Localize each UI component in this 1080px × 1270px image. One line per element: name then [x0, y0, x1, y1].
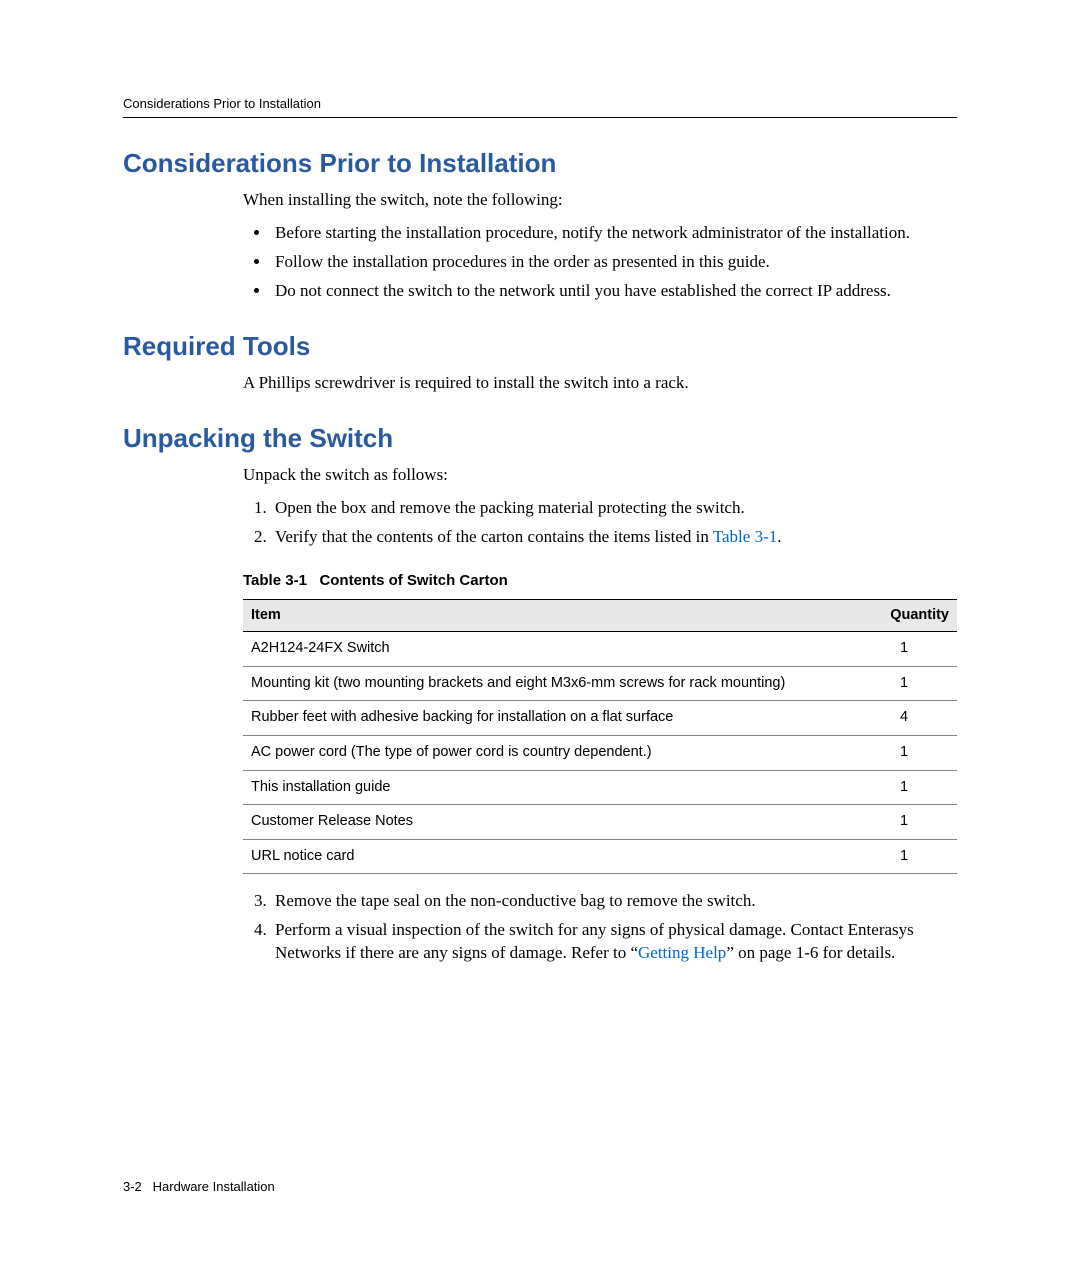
table-caption-label: Table 3-1: [243, 572, 307, 589]
bullet-item: Do not connect the switch to the network…: [271, 280, 957, 303]
heading-considerations: Considerations Prior to Installation: [123, 148, 957, 179]
cell-qty: 1: [851, 839, 957, 874]
footer-page-number: 3-2: [123, 1179, 142, 1194]
heading-required-tools: Required Tools: [123, 331, 957, 362]
cell-qty: 1: [851, 770, 957, 805]
col-quantity: Quantity: [851, 599, 957, 632]
bullet-item: Follow the installation procedures in th…: [271, 251, 957, 274]
cell-qty: 1: [851, 632, 957, 667]
page: Considerations Prior to Installation Con…: [0, 0, 1080, 1270]
cell-item: Mounting kit (two mounting brackets and …: [243, 666, 851, 701]
unpacking-steps-1-2: Open the box and remove the packing mate…: [243, 497, 957, 549]
table-row: Mounting kit (two mounting brackets and …: [243, 666, 957, 701]
considerations-intro: When installing the switch, note the fol…: [243, 189, 957, 212]
considerations-bullets: Before starting the installation procedu…: [243, 222, 957, 303]
col-item: Item: [243, 599, 851, 632]
heading-unpacking: Unpacking the Switch: [123, 423, 957, 454]
step-item: Perform a visual inspection of the switc…: [271, 919, 957, 965]
cell-qty: 1: [851, 666, 957, 701]
step2-pre: Verify that the contents of the carton c…: [275, 527, 713, 546]
unpacking-body: Unpack the switch as follows: Open the b…: [243, 464, 957, 965]
table-row: A2H124-24FX Switch 1: [243, 632, 957, 667]
table-row: AC power cord (The type of power cord is…: [243, 736, 957, 771]
cell-item: URL notice card: [243, 839, 851, 874]
unpacking-intro: Unpack the switch as follows:: [243, 464, 957, 487]
getting-help-link[interactable]: Getting Help: [638, 943, 726, 962]
step4-post: ” on page 1-6 for details.: [726, 943, 895, 962]
cell-item: Rubber feet with adhesive backing for in…: [243, 701, 851, 736]
step-item: Remove the tape seal on the non-conducti…: [271, 890, 957, 913]
table-row: This installation guide 1: [243, 770, 957, 805]
step-item: Open the box and remove the packing mate…: [271, 497, 957, 520]
considerations-body: When installing the switch, note the fol…: [243, 189, 957, 303]
footer-chapter: Hardware Installation: [153, 1179, 275, 1194]
bullet-item: Before starting the installation procedu…: [271, 222, 957, 245]
section-unpacking: Unpacking the Switch Unpack the switch a…: [123, 423, 957, 965]
required-tools-text: A Phillips screwdriver is required to in…: [243, 372, 957, 395]
table-caption: Table 3-1 Contents of Switch Carton: [243, 571, 957, 591]
contents-table: Item Quantity A2H124-24FX Switch 1 Mount…: [243, 599, 957, 875]
step-item: Verify that the contents of the carton c…: [271, 526, 957, 549]
cell-qty: 4: [851, 701, 957, 736]
table-row: URL notice card 1: [243, 839, 957, 874]
table-row: Customer Release Notes 1: [243, 805, 957, 840]
table-row: Rubber feet with adhesive backing for in…: [243, 701, 957, 736]
cell-qty: 1: [851, 736, 957, 771]
section-required-tools: Required Tools A Phillips screwdriver is…: [123, 331, 957, 395]
page-footer: 3-2 Hardware Installation: [123, 1179, 275, 1194]
cell-item: Customer Release Notes: [243, 805, 851, 840]
cell-qty: 1: [851, 805, 957, 840]
running-header: Considerations Prior to Installation: [123, 96, 957, 118]
table-caption-title: Contents of Switch Carton: [319, 572, 507, 589]
page-content: Considerations Prior to Installation Whe…: [123, 130, 957, 973]
table-ref-link[interactable]: Table 3-1: [713, 527, 777, 546]
table-header-row: Item Quantity: [243, 599, 957, 632]
unpacking-steps-3-4: Remove the tape seal on the non-conducti…: [243, 890, 957, 965]
cell-item: A2H124-24FX Switch: [243, 632, 851, 667]
step2-post: .: [777, 527, 781, 546]
cell-item: This installation guide: [243, 770, 851, 805]
cell-item: AC power cord (The type of power cord is…: [243, 736, 851, 771]
required-tools-body: A Phillips screwdriver is required to in…: [243, 372, 957, 395]
